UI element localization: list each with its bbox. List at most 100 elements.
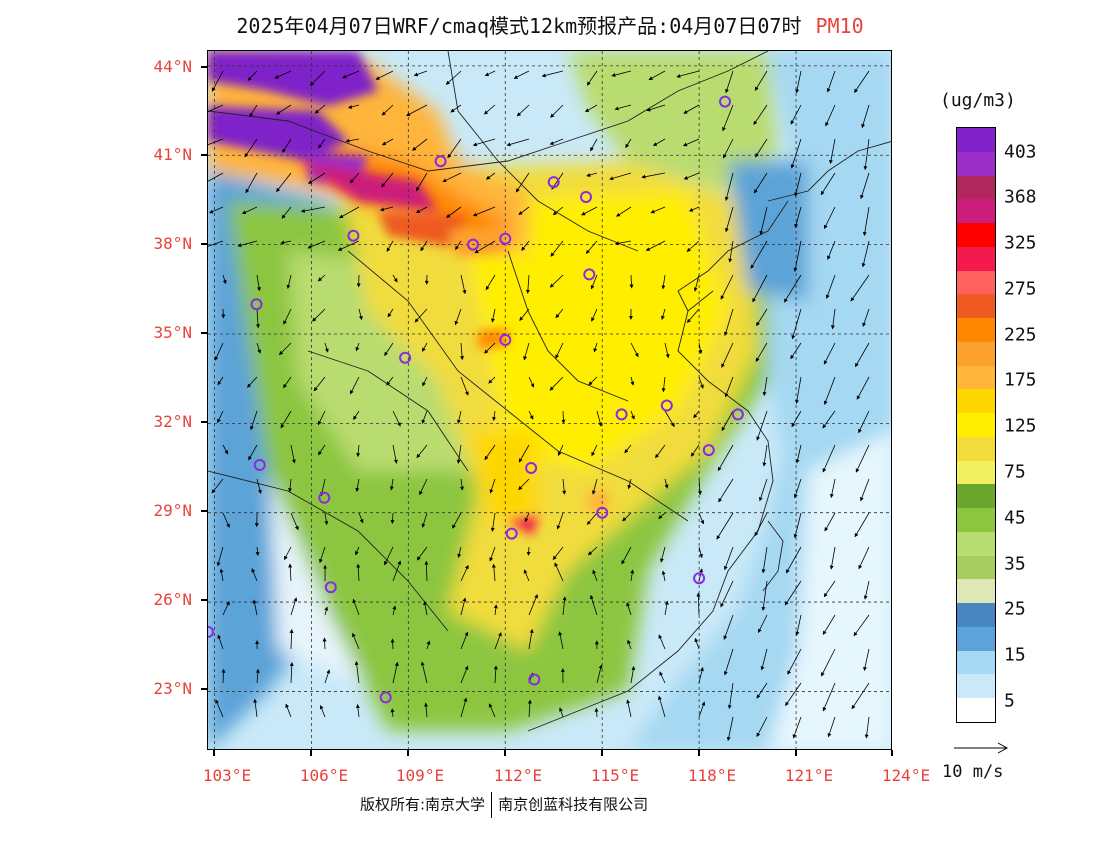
lon-label: 124°E: [881, 766, 931, 785]
wind-vector: [319, 704, 326, 718]
wind-vector: [860, 172, 870, 200]
wind-vector: [318, 138, 326, 149]
wind-vector: [387, 308, 394, 318]
wind-vector: [217, 410, 224, 424]
wind-vector: [664, 410, 675, 428]
wind-vector: [855, 342, 870, 368]
wind-vector: [693, 274, 700, 292]
colorbar-swatch: [957, 128, 995, 152]
wind-vector: [784, 580, 802, 606]
wind-vector: [459, 478, 464, 491]
wind-vector: [825, 274, 836, 299]
wind-vector: [528, 376, 535, 388]
wind-vector: [794, 206, 802, 229]
colorbar-swatch: [957, 460, 995, 485]
wind-vector: [755, 342, 768, 362]
wind-vector: [855, 444, 870, 473]
wind-vector: [863, 648, 870, 672]
wind-vector: [442, 172, 462, 183]
wind-vector: [289, 662, 294, 684]
wind-vector: [698, 701, 706, 718]
high-concentration-cores: [208, 51, 608, 536]
wind-vector: [792, 716, 802, 739]
city-marker: [250, 298, 263, 311]
wind-vector: [696, 592, 701, 616]
city-marker: [719, 95, 731, 108]
wind-vector: [492, 410, 497, 422]
city-marker: [379, 691, 392, 704]
city-marker: [253, 459, 266, 471]
wind-vector: [829, 478, 836, 499]
wind-vector: [525, 274, 530, 294]
wind-vector: [591, 478, 598, 495]
wind-vector: [594, 707, 599, 718]
wind-vector: [791, 308, 802, 340]
colorbar-swatch: [957, 603, 995, 627]
wind-vector: [460, 631, 469, 650]
wind-vector: [256, 274, 261, 292]
wind-vector: [787, 648, 802, 675]
wind-vector: [854, 512, 870, 538]
wind-vector: [450, 104, 462, 113]
legend-unit: (ug/m3): [940, 90, 1016, 111]
wind-vector: [754, 70, 768, 91]
wind-vector: [652, 138, 666, 146]
wind-vector: [222, 512, 230, 528]
copyright-footer: 版权所有:南京大学 南京创蓝科技有限公司: [360, 792, 648, 818]
wind-vector: [693, 410, 700, 419]
colorbar-swatch: [957, 555, 995, 580]
colorbar-label: 5: [1004, 690, 1015, 712]
wind-vector: [716, 512, 734, 540]
wind-vector: [519, 308, 530, 322]
wind-vector: [820, 172, 836, 196]
wind-vector: [853, 614, 870, 637]
city-marker: [208, 625, 214, 638]
wind-vector: [491, 308, 496, 323]
wind-vector: [250, 410, 258, 431]
wind-vector: [627, 478, 632, 490]
wind-vector: [460, 665, 469, 684]
wind-vector: [829, 546, 836, 570]
wind-vector: [753, 172, 768, 194]
wind-vector: [626, 699, 632, 718]
wind-vector: [756, 716, 768, 738]
wind-vector: [460, 564, 469, 582]
wind-vector: [506, 138, 530, 147]
wind-vector: [552, 206, 564, 216]
wind-vector: [489, 546, 496, 562]
wind-vector: [698, 376, 704, 389]
wind-vector: [290, 512, 299, 531]
colorbar-label: 15: [1004, 644, 1026, 666]
wind-vector: [591, 308, 598, 322]
city-marker: [467, 238, 479, 251]
wind-vector: [549, 138, 564, 145]
wind-vector: [523, 342, 530, 361]
wind-vector: [255, 308, 260, 329]
wind-vector: [314, 104, 326, 114]
wind-vector: [422, 342, 428, 352]
wind-vector: [690, 444, 700, 457]
wind-vector: [208, 104, 224, 113]
wind-vector: [688, 206, 700, 212]
wind-vector: [856, 376, 870, 400]
wind-vector: [423, 600, 428, 616]
wind-vector: [288, 563, 293, 582]
wind-vector: [723, 546, 734, 571]
wind-vector: [557, 444, 564, 457]
wind-vector: [214, 342, 224, 361]
wind-vector: [392, 605, 397, 616]
wind-vector: [283, 376, 292, 389]
wind-vector: [822, 614, 836, 635]
wind-vector: [356, 444, 361, 458]
wind-vector: [626, 602, 632, 616]
wind-vector: [208, 172, 224, 182]
wind-vector: [420, 240, 428, 252]
colorbar-label: 325: [1004, 232, 1037, 254]
city-marker: [580, 191, 592, 203]
wind-vector: [661, 570, 666, 582]
wind-vector: [850, 274, 870, 302]
wind-vector: [724, 172, 734, 201]
wind-vector: [389, 478, 394, 491]
wind-vector: [758, 478, 768, 502]
reference-wind-arrow: [954, 742, 1009, 754]
